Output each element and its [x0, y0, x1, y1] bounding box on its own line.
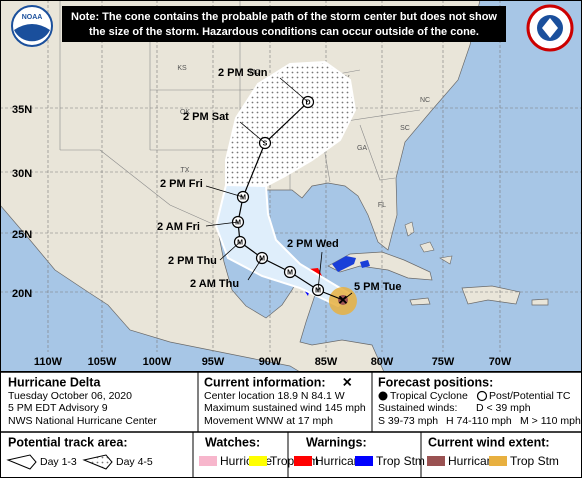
lon-label: 105W — [88, 356, 117, 368]
state-label: KS — [177, 65, 187, 72]
ts-warning-swatch — [355, 456, 373, 466]
lon-label: 85W — [315, 356, 338, 368]
lon-label: 110W — [34, 356, 63, 368]
day13-label: Day 1-3 — [40, 456, 77, 468]
watches-title: Watches: — [205, 435, 260, 449]
state-label: TX — [181, 167, 190, 174]
track-marker — [283, 265, 297, 279]
hurricane-warning-label: Hurricane — [315, 454, 367, 468]
lon-label: 90W — [259, 356, 282, 368]
tc-icon — [378, 391, 388, 401]
track-label: 2 PM Sat — [183, 111, 229, 123]
lon-label: 95W — [202, 356, 225, 368]
marker-letter: S — [263, 140, 268, 147]
jamaica — [409, 297, 431, 306]
lat-labels: 35N 30N 25N 20N — [12, 104, 32, 300]
hurricane-watch-swatch — [199, 456, 217, 466]
day13-icon — [6, 454, 37, 470]
post-tc-icon — [476, 390, 488, 402]
lon-label: 75W — [432, 356, 455, 368]
lon-labels: 110W 105W 100W 95W 90W 85W 80W 75W 70W — [34, 356, 512, 368]
track-label: 2 AM Thu — [190, 278, 239, 290]
note-line: Note: The cone contains the probable pat… — [71, 11, 497, 23]
ts-extent-swatch — [489, 456, 507, 466]
track-area-title: Potential track area: — [8, 435, 128, 449]
hurricane-extent-swatch — [427, 456, 445, 466]
hispaniola — [461, 285, 521, 305]
wind-class: S 39-73 mph — [378, 415, 438, 427]
marker-letter: M — [237, 239, 243, 246]
note-line: the size of the storm. Hazardous conditi… — [89, 26, 479, 38]
state-label: OK — [180, 109, 190, 116]
marker-letter: M — [240, 194, 246, 201]
post-tc-label: Post/Potential TC — [489, 390, 571, 402]
advisory: 5 PM EDT Advisory 9 — [8, 402, 108, 414]
track-label: 2 AM Fri — [157, 221, 200, 233]
noaa-logo: NOAA — [11, 5, 53, 47]
lon-label: 70W — [489, 356, 512, 368]
cone-day-4-5 — [225, 60, 357, 188]
current-title: Current information: — [204, 375, 326, 389]
track-label: 2 PM Thu — [168, 255, 217, 267]
tropical-storm-warning — [332, 256, 370, 272]
state-label: NC — [420, 97, 430, 104]
logo-text: NOAA — [22, 14, 43, 21]
storm-date: Tuesday October 06, 2020 — [8, 390, 132, 402]
map: KS MO KY OK AR TN NC SC MS AL GA TX LA F… — [0, 0, 582, 373]
nws-logo — [526, 4, 574, 52]
state-label: GA — [357, 145, 367, 152]
max-wind: Maximum sustained wind 145 mph — [204, 402, 366, 414]
note-box — [62, 6, 506, 42]
ts-watch-swatch — [249, 456, 267, 466]
puerto-rico — [531, 298, 549, 306]
marker-letter: M — [235, 219, 241, 226]
day45-label: Day 4-5 — [116, 456, 153, 468]
tc-label: Tropical Cyclone — [390, 390, 468, 402]
lon-label: 80W — [371, 356, 394, 368]
lat-label: 35N — [12, 104, 32, 116]
marker-letter: M — [287, 269, 293, 276]
track-labels: 5 PM Tue 2 PM Wed 2 AM Thu 2 PM Thu 2 AM… — [157, 67, 401, 301]
track-label: 2 PM Fri — [160, 178, 203, 190]
center-location: Center location 18.9 N 84.1 W — [204, 390, 345, 402]
wind-class: H 74-110 mph — [446, 415, 512, 427]
hurricane-extent-label: Hurricane — [448, 454, 500, 468]
track-label: 2 PM Sun — [218, 67, 268, 79]
day45-icon — [82, 454, 113, 470]
bahamas — [404, 221, 453, 265]
lon-label: 100W — [143, 356, 172, 368]
ts-extent-label: Trop Stm — [510, 454, 559, 468]
info-panel: Hurricane Delta Tuesday October 06, 2020… — [0, 371, 582, 478]
warnings-title: Warnings: — [306, 435, 367, 449]
wind-extent-title: Current wind extent: — [428, 435, 550, 449]
marker-letter: M — [315, 287, 321, 294]
grid — [0, 0, 582, 352]
state-label: MO — [249, 69, 261, 76]
state-label: FL — [378, 202, 386, 209]
marker-letter: D — [305, 99, 310, 106]
state-label: SC — [400, 125, 410, 132]
current-symbol: ✕ — [342, 375, 352, 389]
wind-class: D < 39 mph — [476, 402, 531, 414]
marker-letter: M — [259, 255, 265, 262]
issuer: NWS National Hurricane Center — [8, 415, 157, 427]
lat-label: 25N — [12, 229, 32, 241]
hurricane-warning-swatch — [294, 456, 312, 466]
forecast-title: Forecast positions: — [378, 375, 493, 389]
lat-label: 30N — [12, 168, 32, 180]
track-label: 5 PM Tue — [354, 281, 401, 293]
ts-warning-label: Trop Stm — [376, 454, 425, 468]
wind-class: M > 110 mph — [520, 415, 581, 427]
track-label: 2 PM Wed — [287, 238, 339, 250]
movement: Movement WNW at 17 mph — [204, 415, 333, 427]
lat-label: 20N — [12, 288, 32, 300]
winds-title: Sustained winds: — [378, 402, 457, 414]
storm-name: Hurricane Delta — [8, 375, 101, 389]
